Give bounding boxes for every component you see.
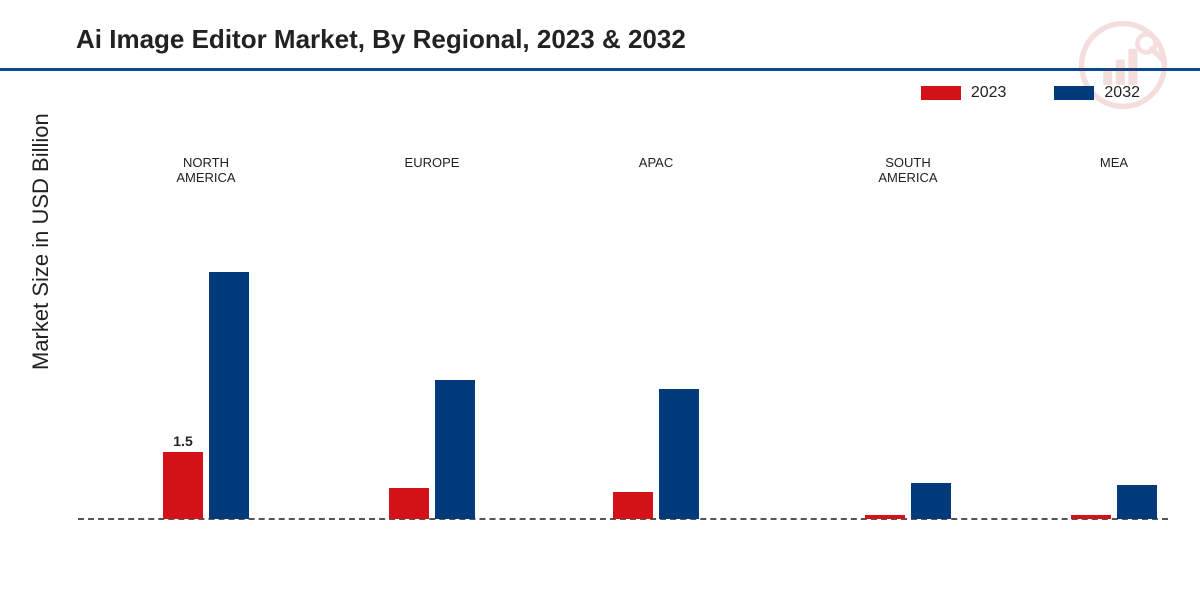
legend-label-2023: 2023	[971, 84, 1007, 102]
chart-page: Ai Image Editor Market, By Regional, 202…	[0, 0, 1200, 600]
category-label: APAC	[586, 156, 726, 541]
header-rule	[0, 68, 1200, 71]
legend-swatch-2023	[921, 86, 961, 100]
bar-group: SOUTHAMERICA	[838, 150, 978, 520]
bar-value-label: 1.5	[173, 433, 192, 449]
legend: 2023 2032	[921, 84, 1140, 102]
legend-label-2032: 2032	[1104, 84, 1140, 102]
bar-group: EUROPE	[362, 150, 502, 520]
chart-title: Ai Image Editor Market, By Regional, 202…	[76, 24, 686, 55]
legend-item-2023: 2023	[921, 84, 1007, 102]
bar-group: APAC	[586, 150, 726, 520]
plot-area: NORTHAMERICA1.5EUROPEAPACSOUTHAMERICAMEA	[78, 150, 1168, 520]
category-label: SOUTHAMERICA	[838, 156, 978, 556]
category-label: NORTHAMERICA	[136, 156, 276, 556]
bar-group: MEA	[1044, 150, 1184, 520]
category-label: EUROPE	[362, 156, 502, 541]
legend-swatch-2032	[1054, 86, 1094, 100]
category-label: MEA	[1044, 156, 1184, 541]
y-axis-label: Market Size in USD Billion	[28, 113, 54, 370]
bar-group: NORTHAMERICA1.5	[136, 150, 276, 520]
legend-item-2032: 2032	[1054, 84, 1140, 102]
